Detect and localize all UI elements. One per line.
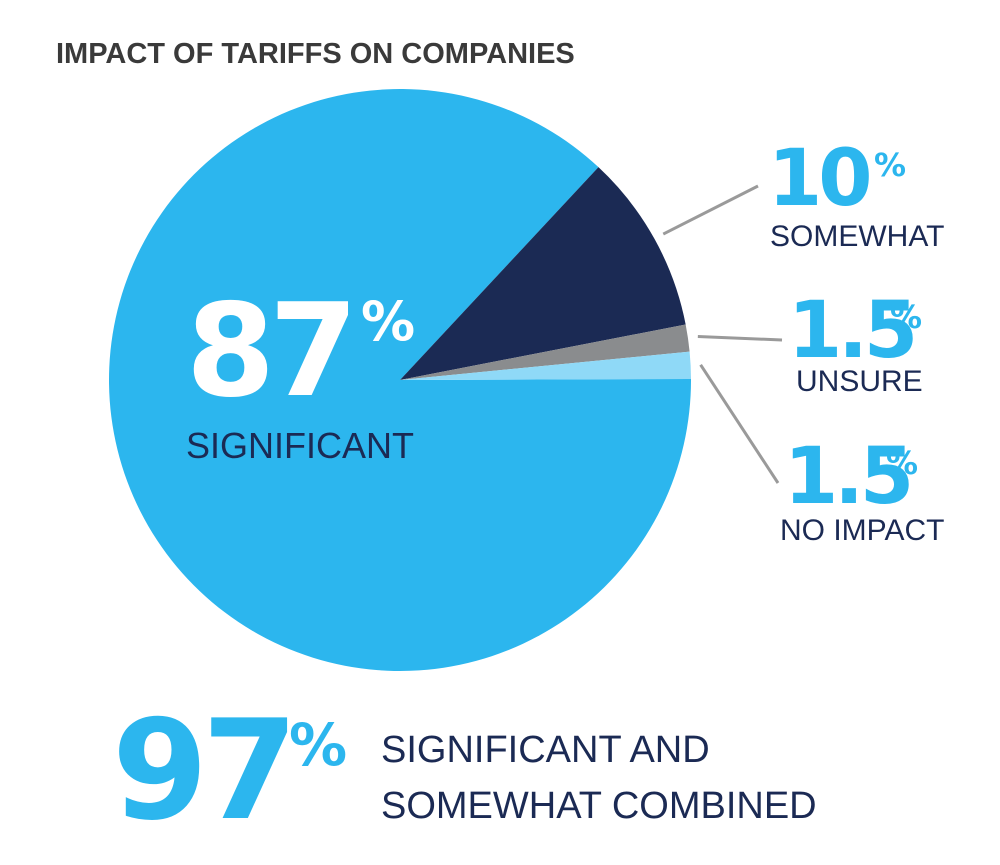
slice-percent-sign-no-impact: % (886, 444, 918, 482)
summary-value-number: 97 (112, 690, 292, 851)
leader-line-unsure (697, 335, 783, 342)
slice-label-unsure: UNSURE (796, 365, 923, 398)
summary-label-line1: SIGNIFICANT AND (381, 729, 710, 771)
slice-label-somewhat: SOMEWHAT (770, 220, 944, 253)
slice-value-no-impact: 1.5 (784, 432, 910, 522)
leader-line-somewhat (662, 184, 759, 236)
slice-label-no-impact: NO IMPACT (780, 514, 944, 547)
slice-value-no-impact-number: 1.5 (784, 432, 910, 522)
pie-slice-somewhat (400, 167, 686, 380)
slice-value-unsure-number: 1.5 (788, 286, 914, 376)
chart-title: IMPACT OF TARIFFS ON COMPANIES (56, 38, 575, 70)
summary-value: 97 (112, 690, 292, 851)
pie-slice-unsure (400, 324, 690, 380)
slice-label-significant: SIGNIFICANT (186, 425, 414, 466)
leader-lines (662, 184, 783, 484)
slice-percent-sign-unsure: % (890, 298, 922, 336)
slice-value-significant: 87 (186, 277, 352, 426)
slice-percent-sign-significant: % (361, 290, 415, 353)
leader-line-no-impact (699, 363, 780, 484)
pie-slices (109, 89, 692, 672)
slice-percent-sign-somewhat: % (874, 146, 906, 184)
summary-percent-sign: % (289, 711, 347, 779)
summary-label-line2: SOMEWHAT COMBINED (381, 785, 817, 827)
slice-value-significant-number: 87 (186, 277, 352, 426)
slice-value-unsure: 1.5 (788, 286, 914, 376)
slice-value-somewhat-number: 10 (768, 134, 869, 224)
pie-slice-significant (109, 89, 692, 672)
pie-slice-no-impact (400, 351, 691, 380)
slice-value-somewhat: 10 (768, 134, 869, 224)
